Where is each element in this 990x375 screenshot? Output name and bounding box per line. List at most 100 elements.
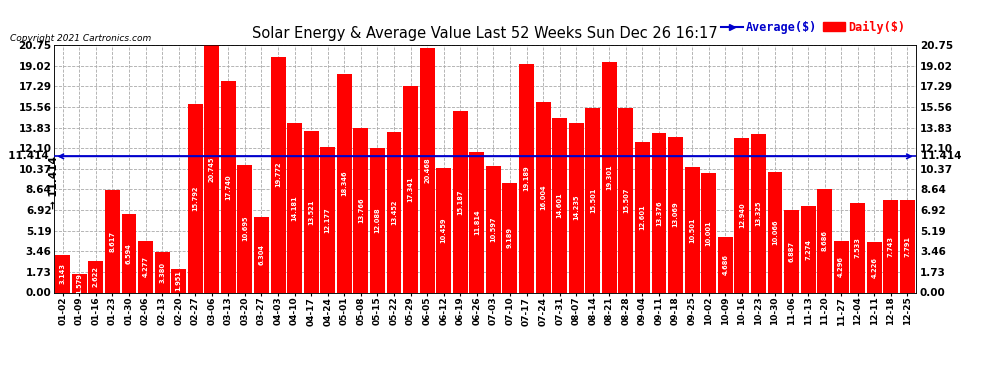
Bar bbox=[834, 241, 848, 292]
Bar bbox=[503, 183, 518, 292]
Bar bbox=[337, 74, 351, 292]
Bar bbox=[552, 118, 567, 292]
Text: 10.066: 10.066 bbox=[772, 220, 778, 245]
Bar bbox=[651, 133, 666, 292]
Bar bbox=[817, 189, 833, 292]
Text: 4.296: 4.296 bbox=[839, 256, 844, 278]
Text: → 11.414: → 11.414 bbox=[49, 156, 58, 209]
Text: 8.617: 8.617 bbox=[110, 231, 116, 252]
Bar bbox=[883, 200, 898, 292]
Text: 13.452: 13.452 bbox=[391, 200, 397, 225]
Text: 13.376: 13.376 bbox=[656, 200, 662, 225]
Text: 6.887: 6.887 bbox=[788, 241, 795, 262]
Bar bbox=[370, 148, 385, 292]
Text: 10.695: 10.695 bbox=[242, 216, 248, 242]
Text: 10.597: 10.597 bbox=[490, 216, 496, 242]
Bar bbox=[519, 64, 534, 292]
Text: 4.226: 4.226 bbox=[871, 257, 877, 278]
Text: 14.235: 14.235 bbox=[573, 195, 579, 220]
Bar bbox=[72, 274, 87, 292]
Bar bbox=[701, 173, 716, 292]
Bar bbox=[867, 242, 882, 292]
Text: 13.325: 13.325 bbox=[755, 200, 761, 226]
Text: 17.740: 17.740 bbox=[226, 174, 232, 200]
Bar bbox=[486, 166, 501, 292]
Bar bbox=[55, 255, 70, 292]
Bar bbox=[88, 261, 103, 292]
Text: 13.069: 13.069 bbox=[672, 202, 678, 227]
Bar bbox=[287, 123, 302, 292]
Text: 3.380: 3.380 bbox=[159, 262, 165, 283]
Bar bbox=[784, 210, 799, 292]
Bar bbox=[188, 104, 203, 292]
Text: 13.521: 13.521 bbox=[308, 199, 314, 225]
Bar bbox=[304, 131, 319, 292]
Text: 19.772: 19.772 bbox=[275, 162, 281, 188]
Bar bbox=[735, 138, 749, 292]
Bar bbox=[204, 45, 219, 292]
Bar bbox=[122, 214, 137, 292]
Bar bbox=[254, 217, 269, 292]
Bar bbox=[585, 108, 600, 292]
Text: 15.792: 15.792 bbox=[192, 186, 198, 211]
Text: 11.814: 11.814 bbox=[474, 209, 480, 235]
Bar bbox=[154, 252, 169, 292]
Bar bbox=[270, 57, 285, 292]
Text: 10.001: 10.001 bbox=[706, 220, 712, 246]
Text: 7.743: 7.743 bbox=[888, 236, 894, 257]
Text: 11.414: 11.414 bbox=[922, 152, 969, 161]
Bar bbox=[767, 172, 782, 292]
Text: 20.745: 20.745 bbox=[209, 156, 215, 182]
Bar bbox=[619, 108, 634, 292]
Bar bbox=[138, 242, 153, 292]
Text: 11.414: 11.414 bbox=[1, 152, 49, 161]
Text: 19.301: 19.301 bbox=[606, 165, 613, 190]
Bar bbox=[635, 142, 649, 292]
Text: 8.686: 8.686 bbox=[822, 230, 828, 251]
Legend: Average($), Daily($): Average($), Daily($) bbox=[717, 16, 910, 39]
Bar bbox=[238, 165, 252, 292]
Text: 10.501: 10.501 bbox=[689, 217, 695, 243]
Text: 15.187: 15.187 bbox=[457, 189, 463, 214]
Text: 13.766: 13.766 bbox=[357, 198, 364, 223]
Text: 9.189: 9.189 bbox=[507, 227, 513, 248]
Bar bbox=[403, 86, 418, 292]
Text: 15.507: 15.507 bbox=[623, 188, 629, 213]
Text: 1.579: 1.579 bbox=[76, 273, 82, 294]
Bar bbox=[469, 152, 484, 292]
Text: 1.951: 1.951 bbox=[175, 270, 182, 291]
Text: 18.346: 18.346 bbox=[342, 170, 347, 196]
Text: 12.601: 12.601 bbox=[640, 204, 645, 230]
Bar bbox=[801, 206, 816, 292]
Text: 3.143: 3.143 bbox=[59, 263, 65, 284]
Text: 15.501: 15.501 bbox=[590, 188, 596, 213]
Title: Solar Energy & Average Value Last 52 Weeks Sun Dec 26 16:17: Solar Energy & Average Value Last 52 Wee… bbox=[252, 26, 718, 41]
Text: 12.088: 12.088 bbox=[374, 208, 380, 233]
Bar bbox=[221, 81, 236, 292]
Bar bbox=[718, 237, 733, 292]
Text: 14.181: 14.181 bbox=[292, 195, 298, 221]
Bar bbox=[850, 202, 865, 292]
Text: 12.177: 12.177 bbox=[325, 207, 331, 233]
Bar bbox=[568, 123, 584, 292]
Text: 6.304: 6.304 bbox=[258, 244, 264, 266]
Bar bbox=[105, 190, 120, 292]
Text: Copyright 2021 Cartronics.com: Copyright 2021 Cartronics.com bbox=[10, 34, 151, 43]
Text: 17.341: 17.341 bbox=[408, 176, 414, 202]
Bar bbox=[321, 147, 336, 292]
Bar bbox=[602, 62, 617, 292]
Text: 7.533: 7.533 bbox=[854, 237, 860, 258]
Bar bbox=[900, 200, 915, 292]
Bar bbox=[668, 136, 683, 292]
Bar bbox=[353, 128, 368, 292]
Text: 16.004: 16.004 bbox=[541, 184, 546, 210]
Text: 20.468: 20.468 bbox=[424, 158, 430, 183]
Bar bbox=[536, 102, 550, 292]
Text: 14.601: 14.601 bbox=[556, 193, 562, 218]
Bar bbox=[420, 48, 435, 292]
Text: 7.274: 7.274 bbox=[805, 238, 811, 260]
Bar bbox=[751, 134, 766, 292]
Text: 19.189: 19.189 bbox=[524, 165, 530, 191]
Text: 6.594: 6.594 bbox=[126, 243, 132, 264]
Text: 7.791: 7.791 bbox=[905, 236, 911, 256]
